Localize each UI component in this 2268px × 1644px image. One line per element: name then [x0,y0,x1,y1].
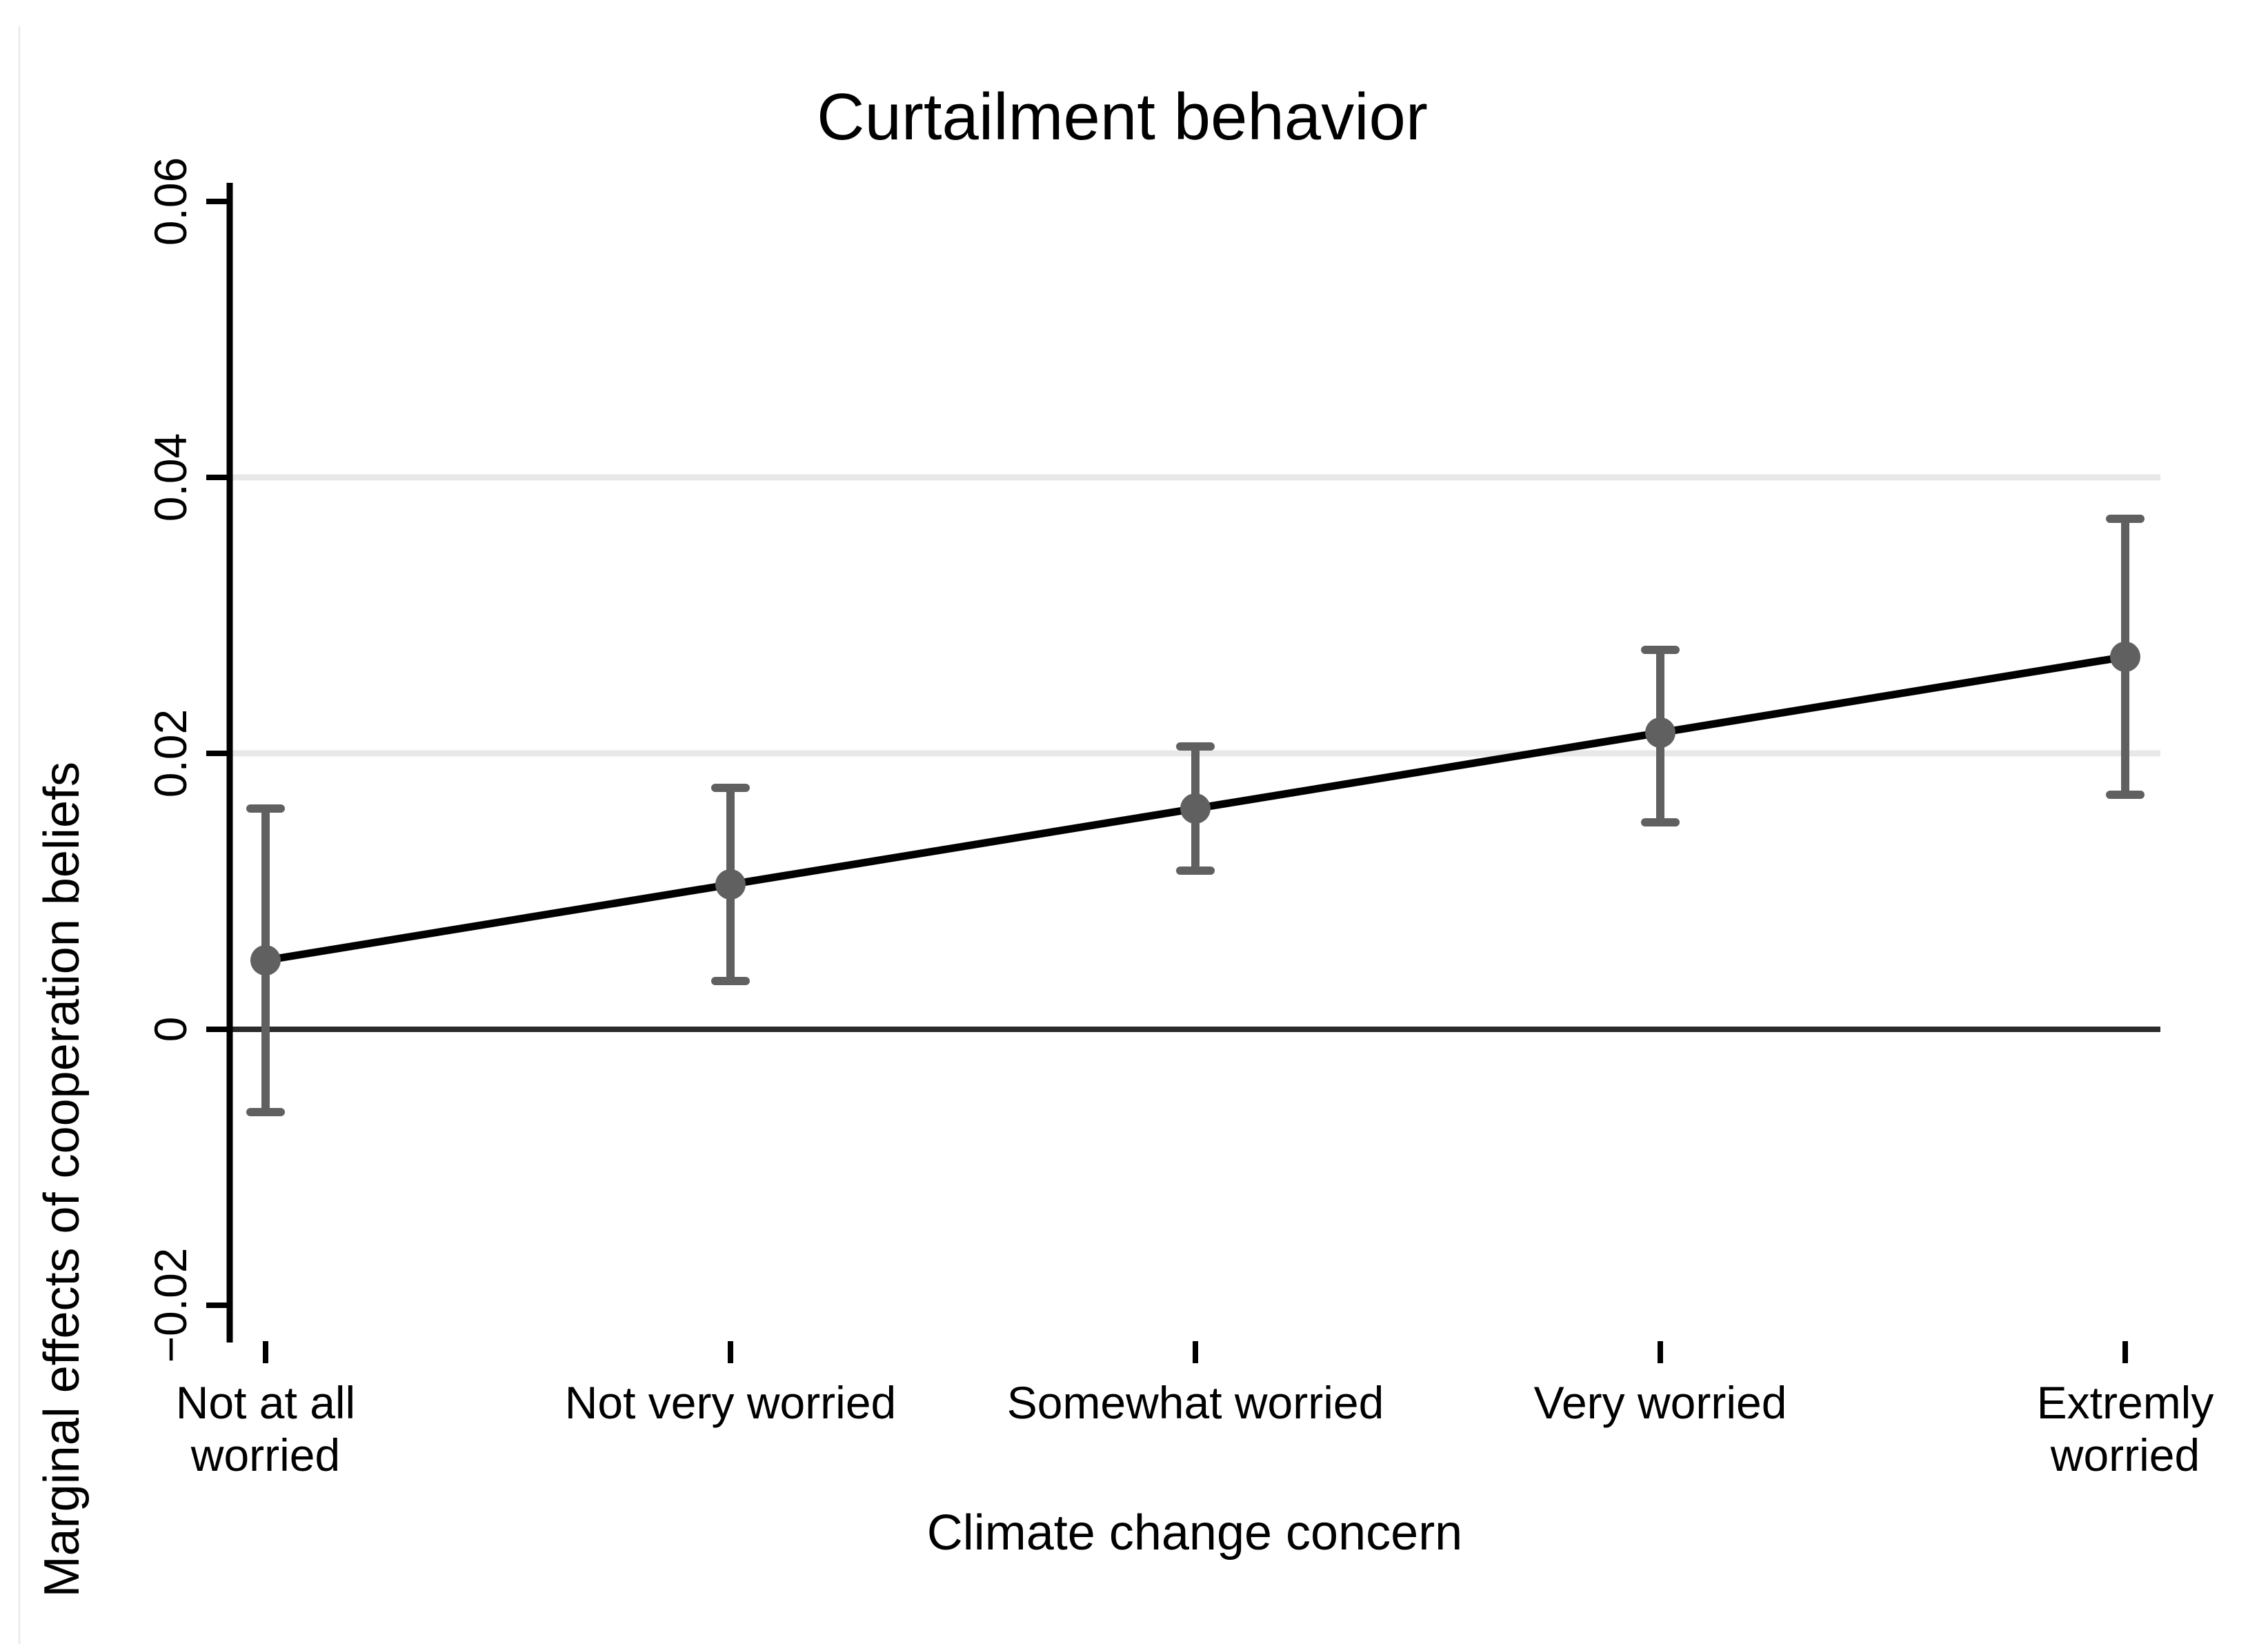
data-point-marker [2110,642,2140,672]
category-label: Not very worried [489,1376,972,1429]
category-label-line: Extremly [2036,1377,2214,1428]
data-point-marker [715,869,746,900]
category-label-line: Not very worried [564,1377,897,1428]
x-axis-title: Climate change concern [926,1505,1463,1561]
y-tick-label: 0.06 [145,157,196,246]
data-point-marker [1645,717,1675,748]
data-point-marker [1180,793,1211,824]
category-label-line: Very worried [1533,1377,1787,1428]
category-label: Somewhat worried [954,1376,1437,1429]
y-tick-label: 0 [145,1016,196,1042]
category-label: Very worried [1419,1376,1902,1429]
category-label-line: Somewhat worried [1006,1377,1384,1428]
category-label: Extremly worried [1884,1376,2268,1481]
y-tick-label: 0.02 [145,709,196,798]
y-tick-label: 0.04 [145,433,196,522]
chart-title: Curtailment behavior [817,80,1428,154]
y-tick-label: −0.02 [145,1247,196,1363]
category-label-line: worried [2050,1429,2200,1480]
data-point-marker [250,945,281,975]
category-label-line: Not at all [175,1377,356,1428]
category-label: Not at all worried [24,1376,507,1481]
category-label-line: worried [190,1429,341,1480]
